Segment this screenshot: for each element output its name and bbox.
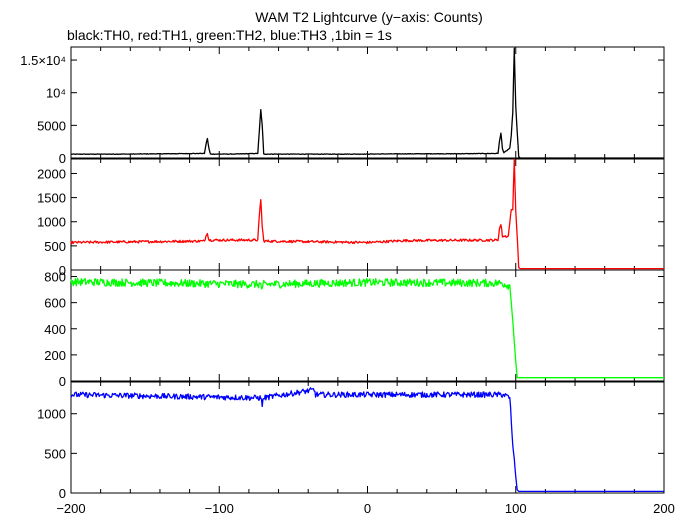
y-tick-label: 600 <box>44 296 66 311</box>
x-tick-label: 100 <box>505 501 527 515</box>
series-line-th2 <box>70 277 664 379</box>
panel-frame <box>70 46 665 159</box>
series-line-th0 <box>70 47 664 159</box>
y-tick-label: 800 <box>44 270 66 285</box>
y-tick-label: 2000 <box>37 166 66 181</box>
panel-th3: 0 500 1000 <box>37 381 665 501</box>
y-tick-label: 400 <box>44 322 66 337</box>
panel-frame <box>70 269 665 382</box>
y-tick-label: 0 <box>59 151 66 166</box>
chart-subtitle: black:TH0, red:TH1, green:TH2, blue:TH3 … <box>67 27 392 43</box>
y-tick-label: 500 <box>44 239 66 254</box>
y-tick-label: 1500 <box>37 191 66 206</box>
series-line-th1 <box>70 158 664 270</box>
chart-title: WAM T2 Lightcurve (y−axis: Counts) <box>255 9 483 25</box>
y-tick-label: 0 <box>59 374 66 389</box>
panel-th0: 0 5000 10⁴ 1.5×10⁴ <box>20 46 665 166</box>
x-tick-label: 200 <box>653 501 675 515</box>
y-tick-label: 10⁴ <box>46 86 66 101</box>
y-tick-label: 5000 <box>37 118 66 133</box>
y-tick-label: 1000 <box>37 407 66 422</box>
x-tick-label: −200 <box>56 501 85 515</box>
y-tick-label: 1.5×10⁴ <box>20 53 66 68</box>
y-tick-label: 1000 <box>37 215 66 230</box>
panel-th2: 0 200 400 600 800 <box>44 269 665 389</box>
y-tick-label: 500 <box>44 446 66 461</box>
panel-th1: 0 500 1000 1500 2000 <box>37 158 665 278</box>
series-line-th3 <box>70 387 664 493</box>
y-tick-label: 0 <box>59 263 66 278</box>
panels-group: 0500010⁴1.5×10⁴0500100015002000020040060… <box>20 46 675 515</box>
x-tick-label: −100 <box>205 501 234 515</box>
y-tick-label: 0 <box>59 486 66 501</box>
x-tick-label: 0 <box>364 501 371 515</box>
panel-frame <box>70 158 665 271</box>
y-tick-label: 200 <box>44 348 66 363</box>
